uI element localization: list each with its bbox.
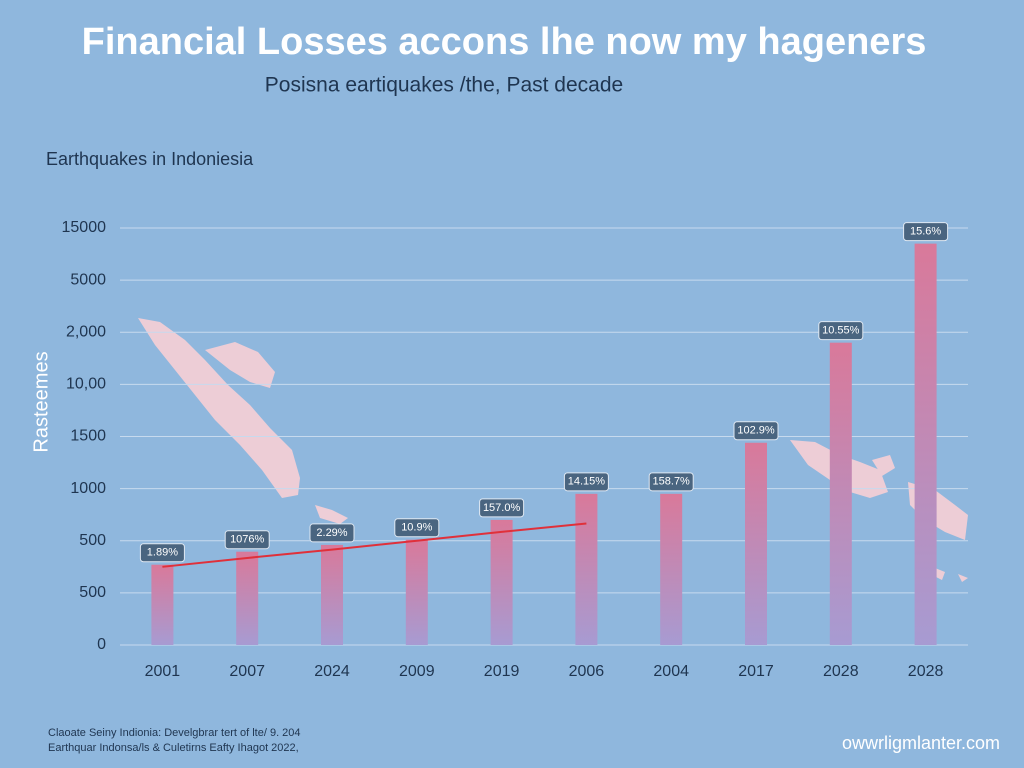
y-tick-label: 1500	[70, 428, 106, 445]
x-tick-label: 2001	[145, 663, 181, 680]
annotation-box	[818, 321, 864, 341]
annotation: 157.0%	[483, 502, 521, 514]
bar	[829, 342, 852, 645]
annotation-box	[139, 543, 185, 563]
y-axis-label: Rasteemes	[30, 351, 52, 452]
annotation: 1076%	[230, 534, 264, 546]
x-tick-label: 2006	[569, 663, 605, 680]
chart-subtitle: Posisna eartiquakes /the, Past decade	[265, 74, 623, 97]
bar	[405, 539, 428, 645]
y-tick-label: 0	[97, 636, 106, 653]
bar	[575, 493, 598, 645]
watermark: owwrligmlanter.com	[842, 733, 1000, 753]
x-tick-label: 2017	[738, 663, 774, 680]
annotation-box	[648, 472, 694, 492]
trend-line	[162, 522, 587, 568]
annotation-box	[563, 472, 609, 492]
footnote: Earthquar Indonsa/ls & Culetirns Eafty I…	[48, 742, 299, 754]
annotation: 10.55%	[822, 325, 860, 337]
y-tick-label: 500	[79, 584, 106, 601]
x-tick-label: 2028	[908, 663, 944, 680]
annotation: 1.89%	[147, 547, 178, 559]
chart-title: Financial Losses accons lhe now my hagen…	[82, 21, 927, 63]
annotation: 158.7%	[653, 476, 691, 488]
bar	[660, 493, 683, 645]
bar	[236, 551, 259, 645]
x-tick-label: 2004	[653, 663, 689, 680]
annotation-box	[309, 523, 355, 543]
bar	[321, 544, 343, 645]
annotation-box	[903, 222, 949, 242]
x-tick-label: 2028	[823, 663, 859, 680]
x-tick-label: 2024	[314, 663, 350, 680]
annotation: 14.15%	[568, 476, 606, 488]
annotation-box	[733, 421, 779, 441]
annotation-box	[224, 530, 270, 550]
bar	[490, 519, 513, 645]
x-tick-label: 2007	[229, 663, 265, 680]
annotation: 10.9%	[401, 522, 432, 534]
annotation: 102.9%	[737, 425, 775, 437]
y-tick-label: 15000	[62, 219, 107, 236]
y-tick-label: 500	[79, 532, 106, 549]
bar	[745, 442, 767, 645]
x-tick-label: 2009	[399, 663, 435, 680]
y-tick-label: 5000	[70, 271, 106, 288]
footnote: Claoate Seiny Indionia: Develgbrar tert …	[48, 727, 301, 739]
y-tick-label: 1000	[70, 480, 106, 497]
annotation-box	[394, 518, 440, 538]
annotation: 2.29%	[316, 527, 347, 539]
y-tick-label: 10,00	[66, 376, 106, 393]
y-tick-label: 2,000	[66, 323, 106, 340]
bar	[151, 564, 174, 645]
annotation-box	[479, 498, 525, 518]
annotation: 15.6%	[910, 226, 941, 238]
bar	[914, 243, 937, 645]
x-tick-label: 2019	[484, 663, 520, 680]
chart-label: Earthquakes in Indoniesia	[46, 149, 254, 169]
